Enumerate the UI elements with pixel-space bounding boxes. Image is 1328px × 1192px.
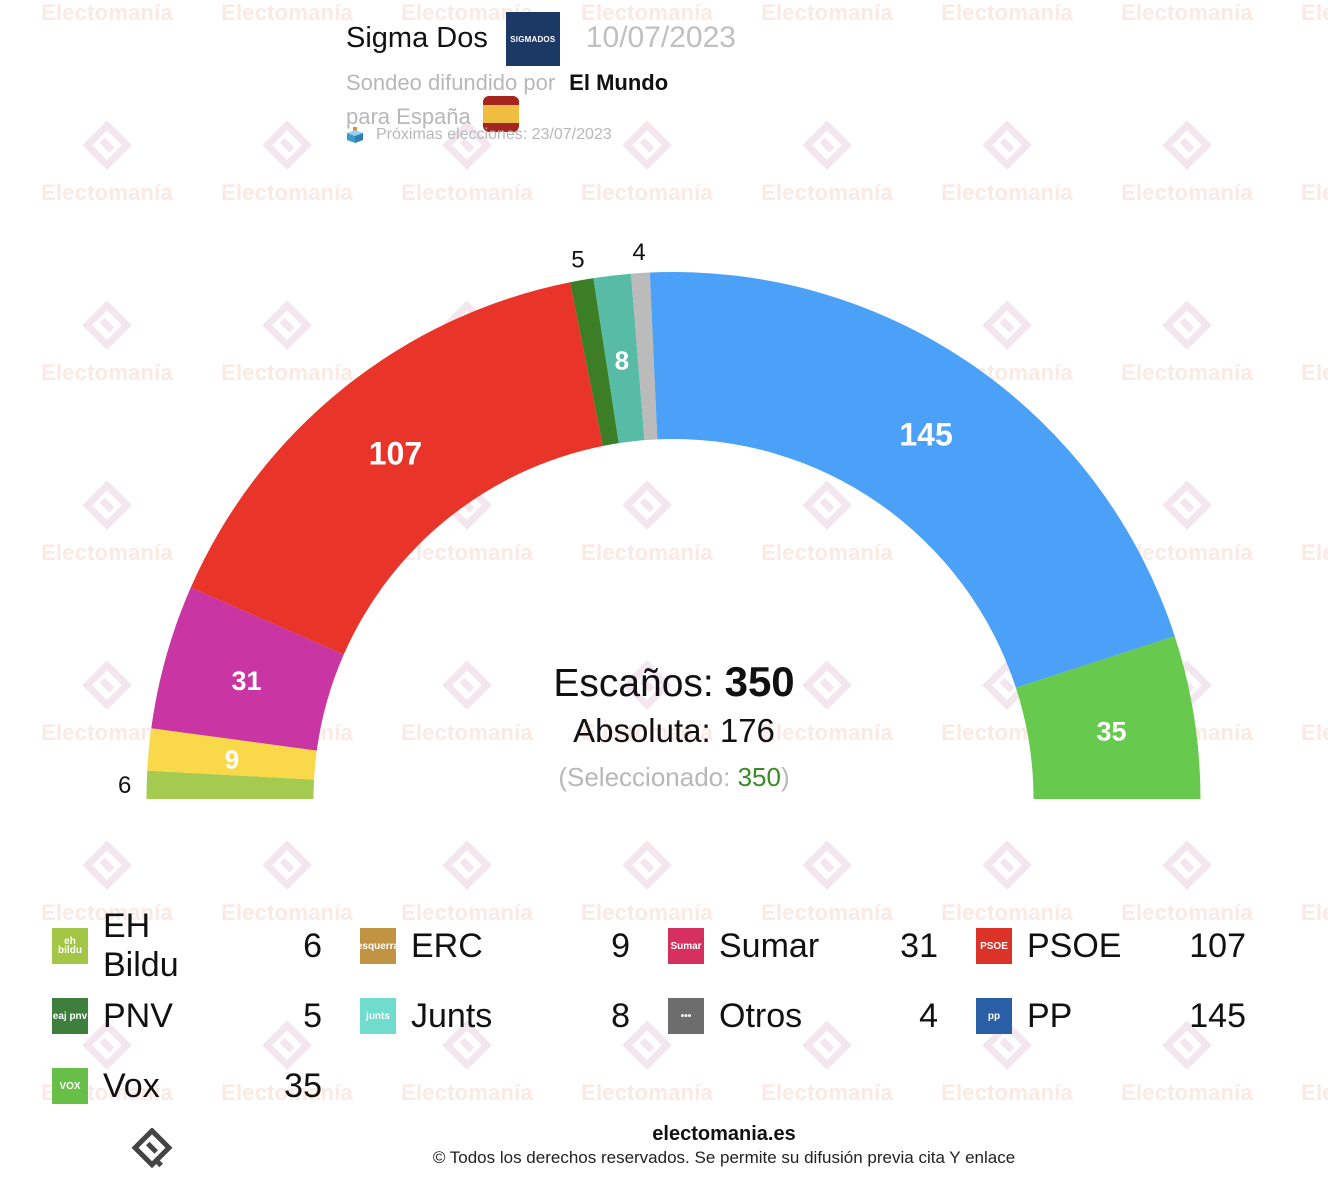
segment-psoe[interactable] (190, 282, 603, 655)
legend-party-name: EH Bildu (103, 907, 179, 984)
others-logo-icon: ••• (668, 998, 704, 1034)
segment-pnv[interactable] (570, 278, 619, 446)
legend-item-sumar[interactable]: Sumar Sumar 31 (668, 926, 938, 966)
seats-label: Escaños: (553, 662, 725, 705)
legend-party-name: PSOE (1027, 926, 1122, 965)
total-seats: Escaños: 350 (474, 658, 874, 706)
pollster-logo-text: SIGMADOS (510, 34, 556, 44)
legend-item-vox[interactable]: VOX Vox 35 (52, 1066, 322, 1106)
next-election-date: Próximas elecciones: 23/07/2023 (376, 126, 612, 143)
segment-label: 9 (225, 744, 239, 774)
selected-value: 350 (737, 762, 781, 792)
selected-suffix: ) (780, 762, 790, 792)
segment-label: 107 (369, 436, 422, 472)
media-name: El Mundo (569, 70, 669, 95)
legend-party-seats: 35 (284, 1066, 322, 1105)
legend-item-pp[interactable]: pp PP 145 (976, 996, 1246, 1036)
seats-total: 350 (724, 658, 795, 705)
legend-party-seats: 5 (303, 996, 322, 1035)
erc-logo-icon: esquerra (357, 928, 399, 964)
legend-item-otros[interactable]: ••• Otros 4 (668, 996, 938, 1036)
legend-party-name: Vox (103, 1066, 160, 1105)
legend-party-seats: 31 (900, 926, 938, 965)
segment-erc[interactable] (147, 728, 317, 780)
legend-item-erc[interactable]: esquerra ERC 9 (357, 926, 630, 966)
poll-date: 10/07/2023 (585, 21, 736, 54)
legend-party-name: PNV (103, 996, 173, 1035)
poll-header: Sigma Dos SIGMADOS 10/07/2023 Sondeo dif… (346, 12, 736, 144)
legend-party-seats: 6 (303, 926, 322, 965)
pnv-logo-icon: eaj pnv (52, 998, 88, 1034)
segment-label: 5 (571, 246, 584, 273)
legend-item-pnv[interactable]: eaj pnv PNV 5 (52, 996, 322, 1036)
footer-copyright: © Todos los derechos reservados. Se perm… (432, 1148, 1016, 1167)
sumar-logo-icon: Sumar (668, 928, 704, 964)
pollster-name: Sigma Dos (346, 21, 488, 54)
vox-logo-icon: VOX (52, 1068, 88, 1104)
legend-party-name: PP (1027, 996, 1073, 1035)
legend-party-name: Sumar (719, 926, 820, 965)
legend-party-seats: 145 (1189, 996, 1246, 1035)
legend-party-seats: 107 (1189, 926, 1246, 965)
legend-item-eh-bildu[interactable]: eh bildu EH Bildu 6 (52, 907, 322, 984)
ballot-box-icon (347, 127, 363, 143)
segment-vox[interactable] (1015, 636, 1201, 799)
segment-label: 35 (1097, 717, 1127, 747)
majority-label: Absoluta: 176 (573, 712, 775, 749)
segment-label: 6 (118, 772, 131, 799)
legend-party-name: Junts (411, 996, 493, 1035)
segment-label: 31 (231, 666, 261, 696)
segment-pp[interactable] (649, 271, 1175, 688)
legend-party-seats: 9 (611, 926, 630, 965)
legend-item-psoe[interactable]: PSOE PSOE 107 (976, 926, 1246, 966)
segment-label: 145 (899, 416, 952, 452)
junts-logo-icon: junts (360, 998, 396, 1034)
legend-party-seats: 8 (611, 996, 630, 1035)
pollster-logo-icon: SIGMADOS (505, 12, 560, 66)
selected-prefix: (Seleccionado: (558, 762, 738, 792)
eh-bildu-logo-icon: eh bildu (52, 928, 88, 964)
segment-label: 8 (615, 346, 629, 376)
legend-party-seats: 4 (919, 996, 938, 1035)
pp-logo-icon: pp (976, 998, 1012, 1034)
selected-seats: (Seleccionado: 350) (474, 762, 874, 793)
segment-label: 4 (632, 239, 645, 266)
legend-party-name: Otros (719, 996, 803, 1035)
legend-party-name: ERC (411, 926, 483, 965)
electomania-logo-icon (131, 1128, 173, 1169)
published-by-label: Sondeo difundido por (346, 70, 556, 95)
segment-eh-bildu[interactable] (146, 770, 315, 799)
legend-item-junts[interactable]: junts Junts 8 (360, 996, 630, 1036)
footer-site[interactable]: electomania.es (652, 1123, 796, 1145)
psoe-logo-icon: PSOE (976, 928, 1012, 964)
